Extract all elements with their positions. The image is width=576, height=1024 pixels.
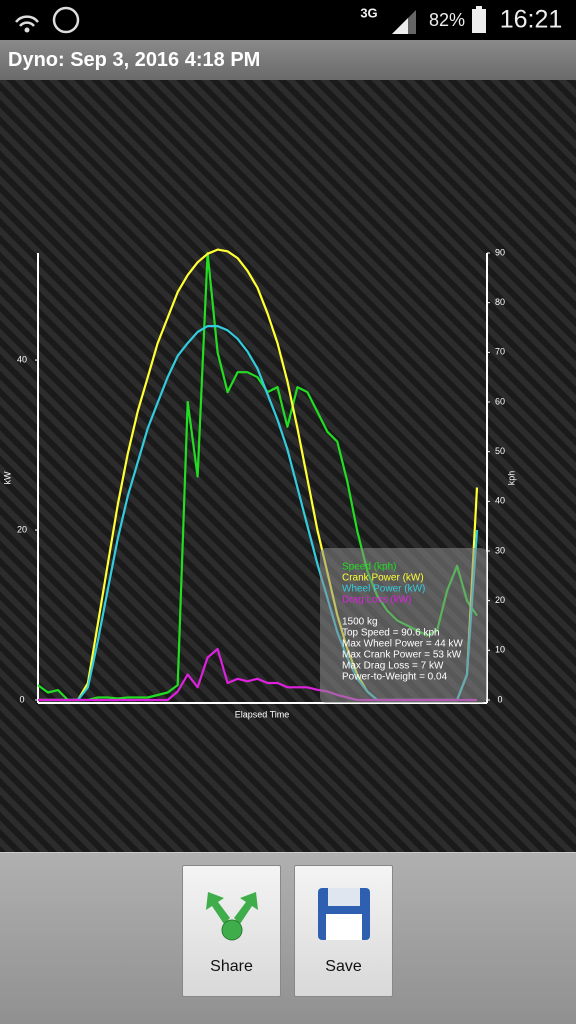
floppy-label (325, 914, 362, 940)
wifi-dot (24, 27, 30, 33)
y2-axis-label: kph (506, 471, 516, 486)
y2-tick-label: 60 (495, 396, 505, 406)
legend-entry: Drag Loss (kW) (342, 595, 411, 606)
save-button[interactable]: Save (294, 865, 393, 997)
battery-percent: 82% (429, 10, 465, 30)
save-icon (317, 888, 370, 940)
annotation: Max Drag Loss = 7 kW (342, 661, 444, 672)
share-button[interactable]: Share (182, 865, 281, 997)
y-axis-label: kW (2, 471, 12, 485)
battery-icon (472, 9, 486, 33)
share-dot (221, 919, 242, 941)
dyno-chart: Elapsed Time kW kph 0 20 40 0 10 20 30 40 50 60 70… (2, 247, 516, 719)
x-axis-label: Elapsed Time (235, 709, 290, 719)
annotation: Max Crank Power = 53 kW (342, 650, 462, 661)
y2-tick-label: 10 (495, 645, 505, 655)
y2-tick-label: 30 (495, 545, 505, 555)
battery-tip (476, 6, 482, 9)
status-icons: 3G 82% 16:21 (15, 5, 563, 34)
network-type: 3G (360, 5, 377, 20)
annotation: 1500 kg (342, 617, 378, 628)
floppy-shutter (327, 888, 360, 906)
title-bar: Dyno: Sep 3, 2016 4:18 PM (0, 40, 576, 80)
viber-icon (52, 6, 80, 34)
y2-tick-label: 80 (495, 297, 505, 307)
button-label: Share (210, 958, 253, 975)
annotation: Top Speed = 90.6 kph (342, 628, 440, 639)
wifi-icon (15, 15, 39, 27)
signal-level (392, 18, 408, 34)
share-arrows (205, 892, 258, 924)
share-icon (205, 892, 258, 941)
annotation: Max Wheel Power = 44 kW (342, 639, 463, 650)
y2-tick-label: 50 (495, 446, 505, 456)
y2-tick-label: 90 (495, 247, 505, 257)
status-bar: 3G 82% 16:21 (0, 0, 576, 40)
y-tick-label: 20 (17, 524, 27, 534)
y-tick-label: 40 (17, 354, 27, 364)
legend-entry: Speed (kph) (342, 562, 396, 573)
legend-entry: Wheel Power (kW) (342, 584, 425, 595)
legend-entry: Crank Power (kW) (342, 573, 424, 584)
button-label: Save (325, 958, 362, 975)
y2-tick-label: 0 (497, 694, 502, 704)
y2-tick-label: 40 (495, 496, 505, 506)
y2-tick-label: 20 (495, 595, 505, 605)
y-tick-label: 0 (19, 694, 24, 704)
button-bar: Share Save (0, 852, 576, 1024)
clock: 16:21 (500, 6, 563, 34)
y2-tick-label: 70 (495, 347, 505, 357)
legend-box (320, 548, 487, 703)
annotation: Power-to-Weight = 0.04 (342, 672, 448, 683)
